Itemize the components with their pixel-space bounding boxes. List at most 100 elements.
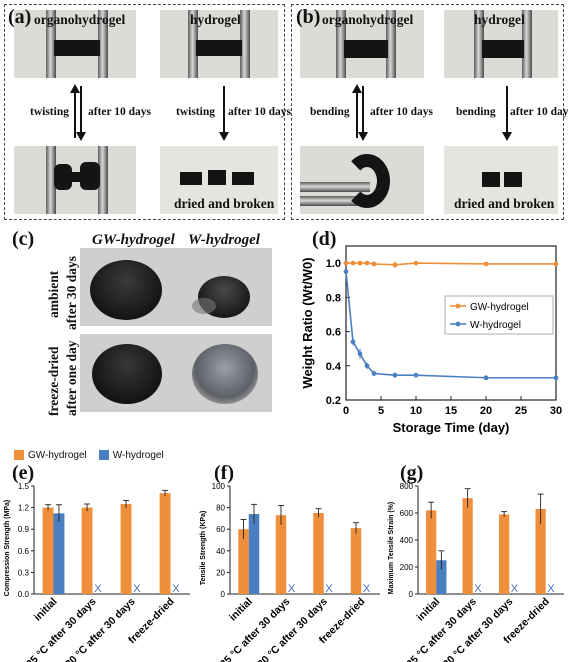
d-legend-box <box>444 295 554 335</box>
e-bar <box>120 504 132 594</box>
g-bar <box>462 498 473 594</box>
f-bar <box>275 515 287 594</box>
d-point <box>371 371 377 376</box>
d-point <box>343 269 349 275</box>
b-right-action: bending <box>456 106 496 118</box>
d-legend-marker <box>455 321 461 327</box>
c-row2-line2: after one day <box>64 340 79 417</box>
chart-f: 0 20 40 60 80 100 Tensile Strength (KPa) initia… <box>200 482 380 662</box>
photo-c-gw-freeze-dried <box>80 334 180 412</box>
g-ytick-label: 200 <box>400 563 414 572</box>
panel-label-e: (e) <box>12 462 35 484</box>
photo-a-organohydrogel <box>14 10 136 78</box>
g-missing-marker: X <box>547 583 555 595</box>
d-xtick-label: 25 <box>515 405 527 417</box>
b-left-time: after 10 days <box>370 106 434 118</box>
d-point <box>392 372 398 378</box>
photo-a-organohydrogel-twisted <box>14 146 136 214</box>
legend-w-label: W-hydrogel <box>112 449 164 461</box>
f-ytick-label: 20 <box>216 568 225 577</box>
f-ytick-label: 60 <box>216 525 225 534</box>
c-row2-line1: freeze-dried <box>46 346 61 416</box>
b-right-time: after 10 days <box>510 106 568 118</box>
d-series-line <box>346 262 556 266</box>
a-left-arrow-down <box>80 86 82 132</box>
b-left-arrowhead-down <box>358 132 368 141</box>
c-col2-title: W-hydrogel <box>188 232 260 248</box>
b-left-arrowhead-up <box>352 84 362 93</box>
chart-d: 0 5 10 15 20 25 30 0.2 0.4 0.6 0.8 1.0 Storage Time … <box>300 245 562 435</box>
e-missing-marker: X <box>133 583 141 595</box>
e-bar <box>42 507 54 594</box>
c-row1-line1: ambient <box>46 270 61 318</box>
photo-b-organohydrogel <box>300 10 424 78</box>
e-category-label: initial <box>32 596 60 624</box>
f-ylabel: Tensile Strength (KPa) <box>200 511 207 586</box>
f-missing-marker: X <box>325 583 333 595</box>
c-col1-title: GW-hydrogel <box>92 232 175 248</box>
e-missing-marker: X <box>172 583 180 595</box>
panel-b-frame <box>291 4 564 220</box>
g-ytick-label: 0 <box>409 590 414 599</box>
panel-label-d: (d) <box>312 228 337 250</box>
d-point <box>483 261 489 267</box>
g-ytick-label: 800 <box>400 482 414 491</box>
panel-label-b: (b) <box>296 6 321 28</box>
d-xlabel: Storage Time (day) <box>393 420 510 435</box>
a-right-title: hydrogel <box>190 12 241 27</box>
photo-b-hydrogel <box>444 10 558 78</box>
panel-label-a: (a) <box>8 6 32 28</box>
e-ytick-label: 0.6 <box>18 547 30 556</box>
legend-gw-swatch <box>14 450 24 461</box>
b-right-result: dried and broken <box>454 196 555 211</box>
a-right-action: twisting <box>176 106 215 118</box>
g-bar <box>436 560 447 594</box>
d-ytick-label: 1.0 <box>326 258 341 270</box>
f-ytick-label: 40 <box>216 547 225 556</box>
d-xtick-label: 30 <box>550 405 562 417</box>
e-bar <box>53 513 65 594</box>
b-left-action: bending <box>310 106 350 118</box>
g-category-label: 25 °C after 30 days <box>404 596 479 662</box>
d-legend-label: W-hydrogel <box>470 320 521 331</box>
d-ytick-label: 0.2 <box>326 395 341 407</box>
legend-top: GW-hydrogel W-hydrogel <box>14 446 164 461</box>
b-right-arrowhead <box>502 132 512 141</box>
e-ylabel: Compression Strength (MPa) <box>4 500 11 596</box>
a-left-title: organohydrogel <box>34 12 126 27</box>
e-ytick-label: 1.2 <box>18 504 30 513</box>
f-ytick-label: 100 <box>212 482 226 491</box>
f-bar <box>248 514 260 594</box>
b-left-arrow-down <box>362 86 364 132</box>
d-point <box>483 375 489 381</box>
f-missing-marker: X <box>288 583 296 595</box>
b-left-arrow-up <box>356 92 358 138</box>
e-ytick-label: 0.9 <box>18 525 30 534</box>
chart-g: 0 200 400 600 800 Maximum Tensile Strain (%) i… <box>388 482 564 662</box>
d-xtick-label: 5 <box>378 405 384 417</box>
a-left-arrowhead-up <box>70 84 80 93</box>
g-bar <box>499 514 510 594</box>
f-category-label: initial <box>227 596 255 624</box>
e-bar <box>81 507 93 594</box>
photo-c-w-freeze-dried <box>180 334 272 412</box>
d-ytick-label: 0.4 <box>326 361 342 373</box>
e-missing-marker: X <box>94 583 102 595</box>
c-row1-line2: after 30 days <box>64 256 79 330</box>
d-ylabel: Weight Ratio (Wt/W0) <box>300 257 315 388</box>
d-point <box>343 260 349 266</box>
e-ytick-label: 0.0 <box>18 590 30 599</box>
photo-a-hydrogel <box>160 10 278 78</box>
a-right-result: dried and broken <box>174 196 275 211</box>
d-point <box>371 261 377 267</box>
legend-w-swatch <box>98 450 109 461</box>
a-right-time: after 10 days <box>228 106 292 118</box>
a-left-arrowhead-down <box>76 132 86 141</box>
e-ytick-label: 1.5 <box>18 482 30 491</box>
d-point <box>364 363 370 369</box>
g-ytick-label: 400 <box>400 536 414 545</box>
d-point <box>392 262 398 268</box>
d-point <box>553 375 559 381</box>
e-bar <box>159 493 171 594</box>
b-right-arrow <box>506 86 508 132</box>
